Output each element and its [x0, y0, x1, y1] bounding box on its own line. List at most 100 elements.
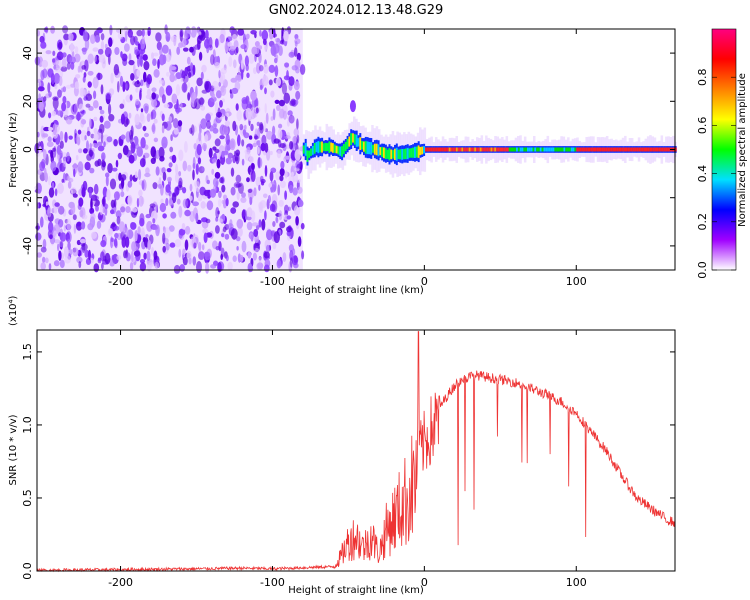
noise-blob — [45, 50, 52, 55]
noise-blob — [286, 215, 291, 220]
noise-blob — [68, 33, 74, 41]
noise-blob — [47, 136, 52, 143]
noise-blob — [57, 243, 60, 252]
noise-blob — [276, 37, 281, 48]
noise-blob — [212, 80, 219, 89]
noise-blob — [269, 170, 274, 182]
noise-blob — [136, 69, 141, 78]
signal-core — [472, 147, 475, 152]
y-tick-label: 1.0 — [21, 416, 34, 434]
noise-blob — [165, 54, 172, 63]
snr-y-multiplier: (x10⁴) — [8, 295, 19, 326]
noise-blob — [157, 59, 160, 69]
noise-blob — [224, 145, 229, 155]
noise-blob — [201, 64, 207, 73]
noise-blob — [227, 152, 234, 159]
signal-core — [652, 147, 655, 152]
noise-blob — [192, 156, 196, 169]
noise-blob — [166, 176, 172, 182]
noise-blob — [130, 73, 135, 81]
signal-core — [415, 146, 418, 158]
noise-blob — [178, 171, 182, 177]
spectrogram-noise-region — [34, 24, 306, 274]
signal-core — [603, 147, 606, 152]
noise-blob — [96, 27, 103, 34]
noise-blob — [85, 93, 93, 101]
noise-blob — [87, 70, 94, 76]
noise-blob — [268, 64, 276, 73]
noise-blob — [261, 29, 269, 41]
noise-blob — [232, 255, 237, 262]
noise-blob — [254, 97, 259, 109]
noise-blob — [137, 56, 141, 68]
signal-core — [430, 147, 433, 152]
colorbar-label: Normalized spectral amplitude — [737, 73, 748, 227]
noise-blob — [148, 262, 154, 268]
noise-blob — [52, 50, 56, 56]
noise-blob — [78, 261, 82, 269]
noise-blob — [230, 77, 238, 83]
noise-blob — [214, 171, 221, 179]
y-tick-label: -20 — [21, 189, 34, 207]
noise-blob — [144, 105, 149, 114]
noise-blob — [103, 141, 106, 148]
noise-blob — [59, 240, 64, 248]
noise-blob — [153, 250, 158, 261]
noise-blob — [217, 262, 222, 273]
noise-blob — [256, 121, 260, 127]
noise-blob — [215, 207, 220, 219]
noise-blob — [56, 110, 64, 116]
side-feature — [349, 100, 356, 113]
signal-core — [404, 148, 407, 160]
noise-blob — [151, 246, 154, 256]
noise-blob — [66, 234, 70, 241]
noise-blob — [267, 195, 271, 204]
noise-blob — [153, 118, 158, 124]
noise-blob — [233, 39, 239, 49]
noise-blob — [276, 150, 282, 159]
noise-blob — [96, 220, 102, 229]
noise-blob — [105, 92, 112, 100]
noise-blob — [137, 43, 141, 51]
signal-core — [536, 147, 539, 152]
noise-blob — [182, 198, 189, 209]
noise-blob — [42, 256, 46, 263]
noise-blob — [203, 189, 211, 197]
signal-core — [332, 143, 334, 153]
noise-blob — [106, 136, 113, 143]
signal-core — [394, 148, 396, 160]
noise-blob — [261, 134, 267, 146]
noise-blob — [204, 38, 210, 49]
spectrogram-frame — [36, 28, 676, 271]
signal-core — [419, 147, 422, 156]
noise-blob — [258, 65, 264, 72]
signal-core — [620, 147, 622, 152]
noise-blob — [264, 103, 267, 114]
noise-blob — [291, 162, 297, 167]
noise-blob — [72, 193, 78, 198]
noise-blob — [87, 81, 92, 88]
noise-blob — [244, 124, 247, 130]
noise-blob — [159, 79, 164, 84]
noise-blob — [214, 138, 221, 147]
signal-core — [574, 147, 577, 152]
noise-blob — [261, 181, 265, 186]
noise-blob — [189, 183, 193, 192]
noise-blob — [225, 133, 230, 146]
noise-blob — [188, 257, 192, 265]
noise-blob — [286, 226, 292, 233]
noise-blob — [200, 105, 206, 111]
noise-blob — [133, 250, 141, 257]
noise-blob — [208, 147, 213, 159]
noise-blob — [157, 183, 162, 189]
noise-blob — [295, 216, 299, 226]
noise-blob — [200, 201, 206, 209]
noise-blob — [100, 40, 105, 51]
noise-blob — [244, 55, 249, 67]
noise-blob — [272, 108, 276, 121]
noise-blob — [139, 259, 146, 264]
noise-blob — [147, 30, 151, 37]
noise-blob — [160, 198, 164, 204]
noise-blob — [135, 99, 140, 106]
signal-core — [386, 149, 389, 159]
